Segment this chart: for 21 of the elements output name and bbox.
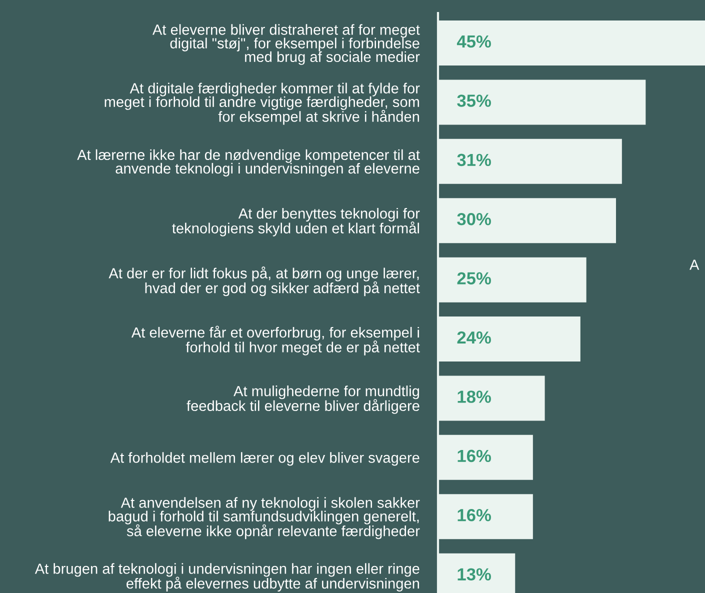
annotation: A xyxy=(690,260,700,270)
data-label: 31% xyxy=(457,154,491,166)
y-tick-label: At mulighederne for mundtlig feedback til eleverne bliver dårligere xyxy=(186,386,420,414)
data-label: 18% xyxy=(458,390,491,403)
y-tick-label: At brugen af teknologi i undervisningen har ingen eller ringe effekt på elevernes udbytte af undervisningen xyxy=(34,563,420,592)
data-label: 35% xyxy=(457,94,491,107)
y-tick-label: At der benyttes teknologi for teknologiens skyld uden et klart formål xyxy=(172,208,420,236)
data-label: 24% xyxy=(457,331,491,344)
data-label: 16% xyxy=(458,508,491,522)
y-tick-label: At lærerne ikke har de nødvendige kompetencer til at anvende teknologi i undervisningen af eleverne xyxy=(77,149,420,177)
y-tick-label: At der er for lidt fokus på, at børn og unge lærer, hvad der er god og sikker adfærd på nettet xyxy=(108,266,420,296)
y-tick-label: At eleverne får et overforbrug, for eksempel i forhold til hvor meget de er på nettet xyxy=(131,326,420,356)
data-label: 16% xyxy=(458,450,491,462)
y-tick-label: At digitale færdigheder kommer til at fylde for meget i forhold til andre vigtige færdigheder, som for eksempel at skrive i hånden xyxy=(104,82,420,125)
data-label: 13% xyxy=(458,568,491,581)
data-label: 45% xyxy=(456,35,491,48)
y-tick-label: At anvendelsen af ny teknologi i skolen sakker bagud i forhold til samfundsudviklingen generelt, så eleverne ikke opnår relevante færdigheder xyxy=(108,497,420,540)
data-label: 30% xyxy=(457,212,491,226)
y-tick-label: At eleverne bliver distraheret af for meget digital "støj", for eksempel i forbindelse med brug af sociale medier xyxy=(152,24,420,65)
y-tick-label: At forholdet mellem lærer og elev bliver svagere xyxy=(110,452,420,466)
data-label: 25% xyxy=(457,272,491,284)
